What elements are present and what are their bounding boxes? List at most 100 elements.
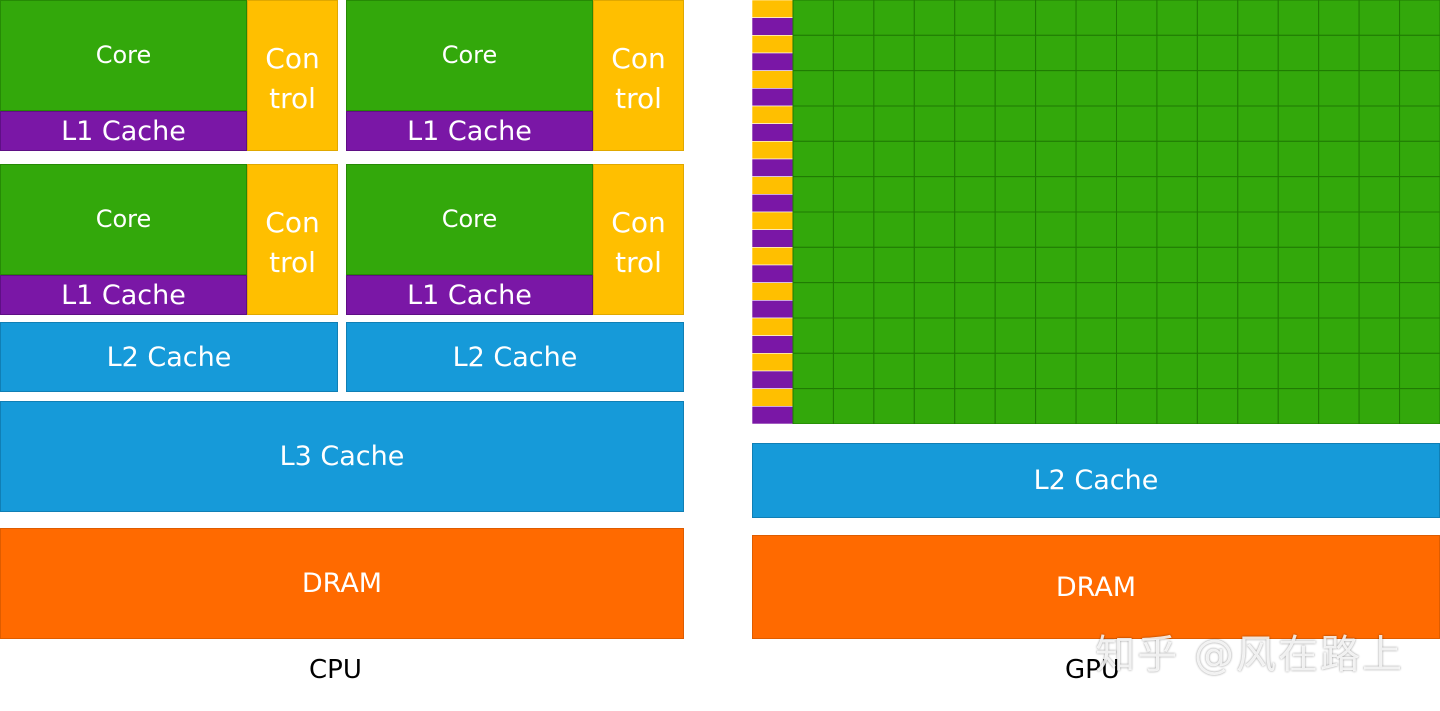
gpu-core-cell — [792, 0, 834, 36]
gpu-l1-cell — [752, 335, 794, 354]
gpu-core-cell — [873, 140, 915, 178]
cpu-l2-cache-left: L2 Cache — [0, 322, 338, 392]
gpu-core-cell — [1237, 246, 1279, 284]
gpu-core-cell — [1196, 140, 1239, 178]
gpu-l1-cell — [752, 158, 794, 177]
gpu-core-cell — [1318, 34, 1360, 72]
gpu-control-cell — [752, 211, 794, 230]
gpu-core-cell — [1156, 246, 1198, 284]
gpu-core-cell — [1399, 140, 1440, 178]
gpu-core-cell — [1399, 317, 1440, 354]
cpu-dram-label: DRAM — [301, 568, 383, 599]
gpu-core-cell — [954, 34, 996, 72]
gpu-core-cell — [1035, 176, 1077, 213]
gpu-core-cell — [1116, 282, 1158, 319]
gpu-core-cell — [913, 105, 956, 142]
gpu-core-cell — [1318, 282, 1360, 319]
cpu-control-2-label-b: trol — [615, 82, 662, 115]
gpu-core-cell — [954, 176, 996, 213]
gpu-core-cell — [792, 140, 834, 178]
gpu-core-cell — [1116, 34, 1158, 72]
gpu-core-cell — [1116, 317, 1158, 354]
gpu-core-cell — [1358, 34, 1401, 72]
gpu-control-cell — [752, 105, 794, 124]
gpu-core-cell — [1075, 105, 1117, 142]
gpu-core-cell — [792, 388, 834, 424]
gpu-core-cell — [1358, 70, 1401, 107]
gpu-core-cell — [1035, 34, 1077, 72]
gpu-core-cell — [1237, 105, 1279, 142]
gpu-core-cell — [1075, 388, 1117, 424]
gpu-core-cell — [1277, 34, 1320, 72]
gpu-core-cell — [994, 282, 1037, 319]
gpu-core-cell — [913, 317, 956, 354]
gpu-core-cell — [1277, 0, 1320, 36]
gpu-core-cell — [1318, 246, 1360, 284]
gpu-l1-cell — [752, 194, 794, 213]
gpu-l1-cell — [752, 52, 794, 71]
gpu-core-cell — [1156, 70, 1198, 107]
gpu-core-cell — [1237, 317, 1279, 354]
gpu-core-cell — [1116, 0, 1158, 36]
cpu-l1-cache-2-label: L1 Cache — [407, 115, 532, 147]
gpu-core-cell — [1277, 352, 1320, 390]
gpu-core-cell — [832, 70, 875, 107]
gpu-control-cell — [752, 282, 794, 301]
gpu-core-cell — [1399, 0, 1440, 36]
cpu-dram: DRAM — [0, 528, 684, 639]
gpu-core-cell — [1156, 388, 1198, 424]
cpu-control-3-label-a: Con — [265, 206, 320, 239]
gpu-core-cell — [1196, 70, 1239, 107]
cpu-l1-cache-4: L1 Cache — [346, 275, 593, 315]
cpu-core-1-label: Core — [95, 41, 152, 69]
gpu-core-cell — [873, 282, 915, 319]
gpu-core-cell — [1116, 388, 1158, 424]
gpu-core-cell — [792, 317, 834, 354]
gpu-core-cell — [1196, 388, 1239, 424]
gpu-core-cell — [1237, 34, 1279, 72]
gpu-core-cell — [1358, 246, 1401, 284]
gpu-l1-cell — [752, 406, 794, 424]
gpu-core-cell — [1237, 282, 1279, 319]
gpu-core-cell — [792, 246, 834, 284]
gpu-label: GPU — [1065, 655, 1120, 685]
gpu-core-cell — [913, 282, 956, 319]
gpu-core-cell — [1035, 140, 1077, 178]
gpu-core-cell — [1277, 388, 1320, 424]
cpu-core-4: Core — [346, 164, 593, 275]
gpu-core-cell — [1035, 70, 1077, 107]
cpu-control-3: Con trol — [247, 164, 338, 315]
gpu-core-cell — [913, 70, 956, 107]
cpu-control-3-label-b: trol — [269, 246, 316, 279]
cpu-l1-cache-4-label: L1 Cache — [407, 279, 532, 311]
gpu-core-cell — [1237, 388, 1279, 424]
gpu-core-cell — [1358, 105, 1401, 142]
gpu-core-cell — [1156, 282, 1198, 319]
gpu-core-cell — [954, 0, 996, 36]
cpu-l2-cache-right-label: L2 Cache — [452, 341, 578, 373]
gpu-core-cell — [994, 105, 1037, 142]
gpu-core-cell — [1358, 211, 1401, 248]
gpu-core-cell — [1196, 246, 1239, 284]
gpu-core-cell — [1358, 282, 1401, 319]
gpu-control-cell — [752, 176, 794, 195]
gpu-core-cell — [1116, 140, 1158, 178]
gpu-core-cell — [1318, 352, 1360, 390]
cpu-control-1-label-b: trol — [269, 82, 316, 115]
gpu-l1-cell — [752, 123, 794, 142]
gpu-core-cell — [1318, 388, 1360, 424]
gpu-core-cell — [913, 246, 956, 284]
gpu-core-cell — [1277, 282, 1320, 319]
gpu-dram-label: DRAM — [1055, 571, 1137, 603]
cpu-core-2-label: Core — [441, 41, 498, 69]
gpu-l1-cell — [752, 229, 794, 248]
gpu-core-cell — [792, 211, 834, 248]
gpu-core-cell — [1277, 70, 1320, 107]
gpu-core-cell — [1318, 176, 1360, 213]
gpu-core-cell — [954, 246, 996, 284]
gpu-core-cell — [1116, 105, 1158, 142]
gpu-core-cell — [792, 34, 834, 72]
gpu-core-cell — [994, 34, 1037, 72]
gpu-core-cell — [792, 176, 834, 213]
gpu-core-cell — [1035, 352, 1077, 390]
